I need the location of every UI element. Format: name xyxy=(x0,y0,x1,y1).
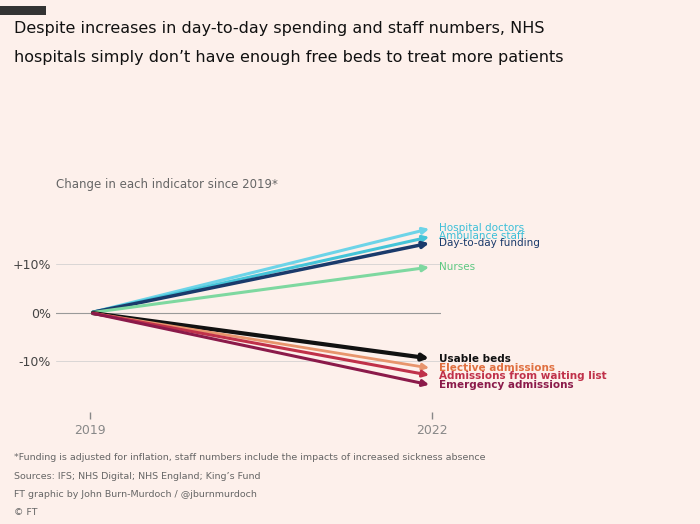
Text: Day-to-day funding: Day-to-day funding xyxy=(439,238,540,248)
Text: Nurses: Nurses xyxy=(439,262,475,272)
Text: Ambulance staff: Ambulance staff xyxy=(439,232,524,242)
Text: hospitals simply don’t have enough free beds to treat more patients: hospitals simply don’t have enough free … xyxy=(14,50,564,65)
Text: © FT: © FT xyxy=(14,508,38,517)
Text: Hospital doctors: Hospital doctors xyxy=(439,223,524,233)
Text: FT graphic by John Burn-Murdoch / @jburnmurdoch: FT graphic by John Burn-Murdoch / @jburn… xyxy=(14,490,257,499)
Text: Change in each indicator since 2019*: Change in each indicator since 2019* xyxy=(56,178,278,191)
Text: Despite increases in day-to-day spending and staff numbers, NHS: Despite increases in day-to-day spending… xyxy=(14,21,545,36)
Text: Admissions from waiting list: Admissions from waiting list xyxy=(439,370,606,380)
Text: Elective admissions: Elective admissions xyxy=(439,364,554,374)
Text: *Funding is adjusted for inflation, staff numbers include the impacts of increas: *Funding is adjusted for inflation, staf… xyxy=(14,453,486,462)
Text: Usable beds: Usable beds xyxy=(439,354,510,364)
Text: Emergency admissions: Emergency admissions xyxy=(439,380,573,390)
Text: Sources: IFS; NHS Digital; NHS England; King’s Fund: Sources: IFS; NHS Digital; NHS England; … xyxy=(14,472,260,481)
